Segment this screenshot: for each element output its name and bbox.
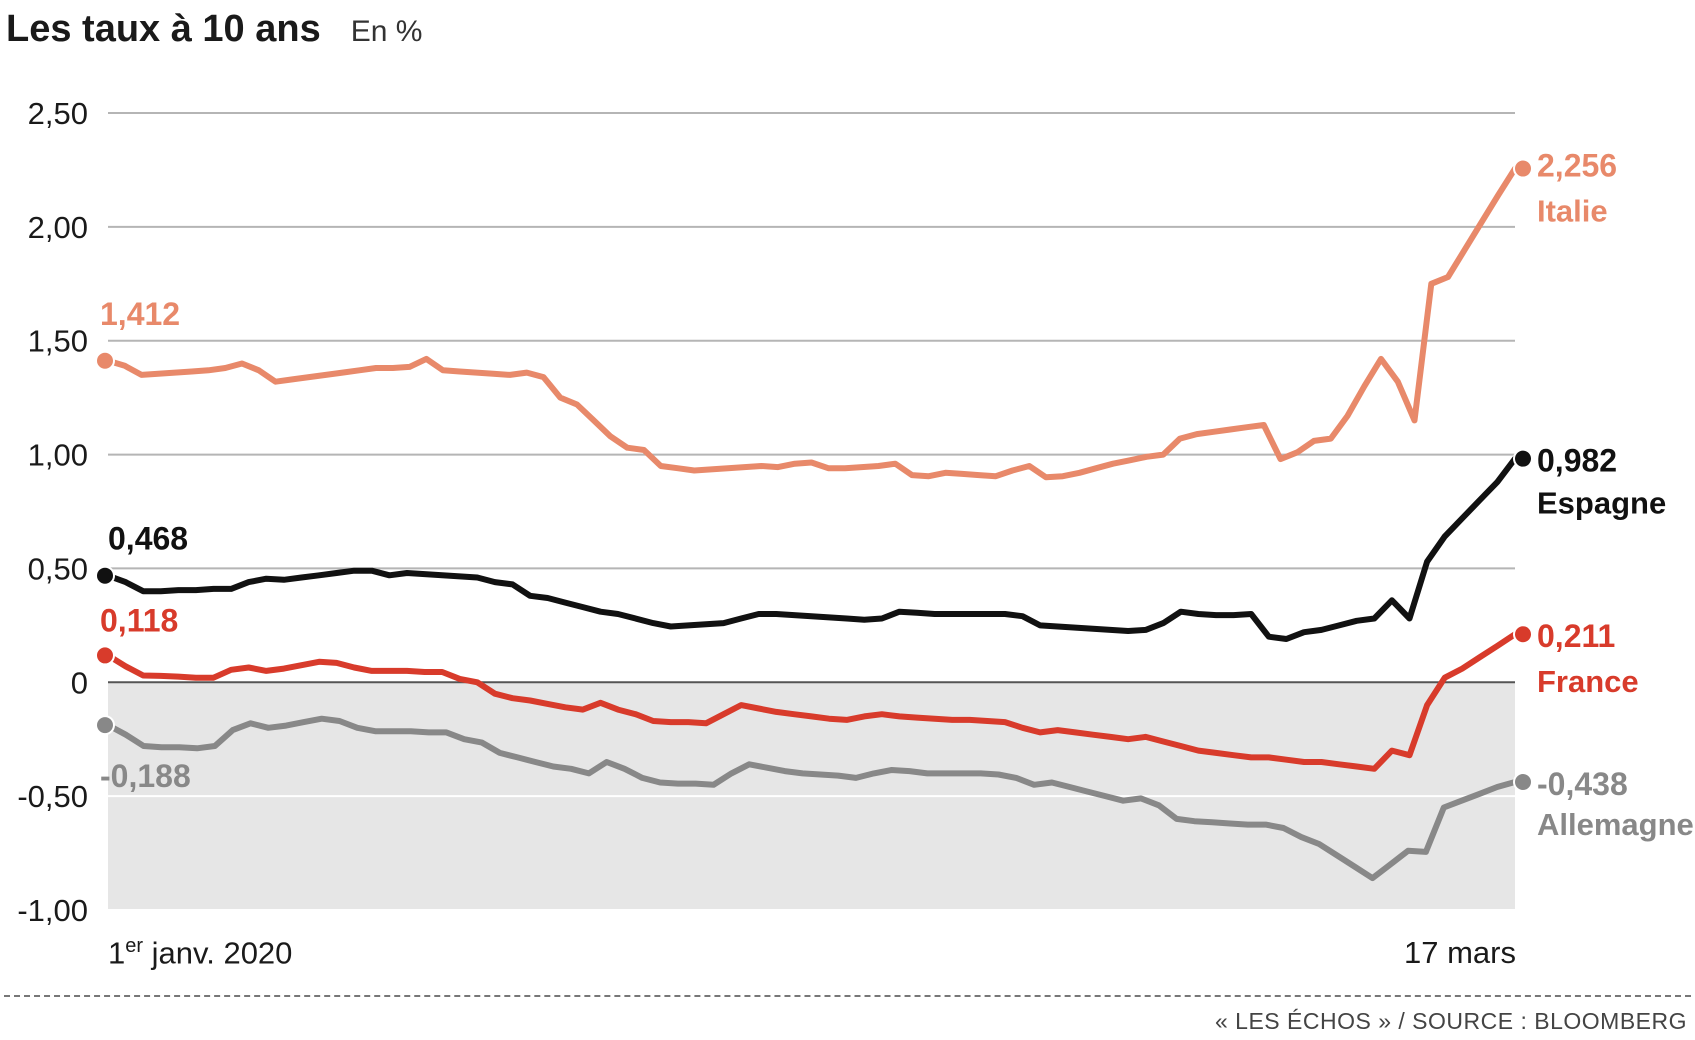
y-tick-label: 1,50 xyxy=(28,324,88,359)
start-point-italie xyxy=(95,350,115,371)
end-point-allemagne xyxy=(1513,772,1533,793)
chart-header: Les taux à 10 ans En % xyxy=(6,8,422,51)
start-value-label: 0,118 xyxy=(100,602,178,638)
y-tick-label: 2,50 xyxy=(28,96,88,131)
series-name-label: Italie xyxy=(1537,194,1608,229)
chart-unit: En % xyxy=(350,15,423,48)
start-value-label: 0,468 xyxy=(108,521,188,557)
y-tick-label: 0 xyxy=(71,665,88,700)
series-name-label: France xyxy=(1537,664,1639,699)
series-line-italie xyxy=(105,165,1518,481)
end-point-italie xyxy=(1513,158,1533,179)
end-value-label: 0,211 xyxy=(1537,618,1615,654)
start-value-label: 1,412 xyxy=(100,296,180,332)
x-start-label: 1er janv. 2020 xyxy=(108,935,293,971)
y-tick-label: 2,00 xyxy=(28,210,88,245)
series-line-allemagne xyxy=(105,715,1518,882)
source-credit: « LES ÉCHOS » / SOURCE : BLOOMBERG xyxy=(1214,1008,1687,1034)
start-point-france xyxy=(95,645,115,666)
end-point-espagne xyxy=(1513,448,1533,469)
start-value-label: -0,188 xyxy=(100,758,191,794)
end-value-label: 0,982 xyxy=(1537,443,1617,479)
end-point-france xyxy=(1513,624,1533,645)
x-end-label: 17 mars xyxy=(1404,935,1516,970)
start-point-espagne xyxy=(95,565,115,586)
end-value-label: 2,256 xyxy=(1537,148,1617,184)
y-tick-label: -0,50 xyxy=(17,779,88,814)
series-name-label: Espagne xyxy=(1537,486,1666,521)
series-name-label: Allemagne xyxy=(1537,807,1694,842)
series-line-france xyxy=(105,631,1518,772)
chart-title: Les taux à 10 ans xyxy=(6,8,321,50)
series-line-espagne xyxy=(105,455,1518,642)
start-point-allemagne xyxy=(95,715,115,736)
y-tick-label: -1,00 xyxy=(17,893,88,928)
end-value-label: -0,438 xyxy=(1537,766,1628,802)
footer-divider xyxy=(4,995,1691,997)
y-tick-label: 0,50 xyxy=(28,551,88,586)
y-tick-label: 1,00 xyxy=(28,438,88,473)
